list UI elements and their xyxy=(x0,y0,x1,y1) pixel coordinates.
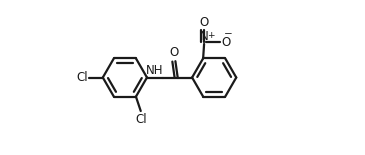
Text: O: O xyxy=(221,36,230,49)
Text: Cl: Cl xyxy=(135,113,147,126)
Text: N: N xyxy=(200,30,208,43)
Text: +: + xyxy=(208,31,215,40)
Text: O: O xyxy=(170,46,179,59)
Text: Cl: Cl xyxy=(77,71,88,84)
Text: −: − xyxy=(224,29,233,39)
Text: O: O xyxy=(200,16,209,29)
Text: NH: NH xyxy=(146,64,164,77)
